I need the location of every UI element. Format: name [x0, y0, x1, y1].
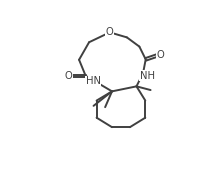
Text: HN: HN: [85, 76, 100, 86]
Text: O: O: [157, 50, 165, 60]
Text: O: O: [65, 71, 72, 81]
Text: NH: NH: [140, 71, 155, 81]
Text: O: O: [106, 27, 114, 37]
